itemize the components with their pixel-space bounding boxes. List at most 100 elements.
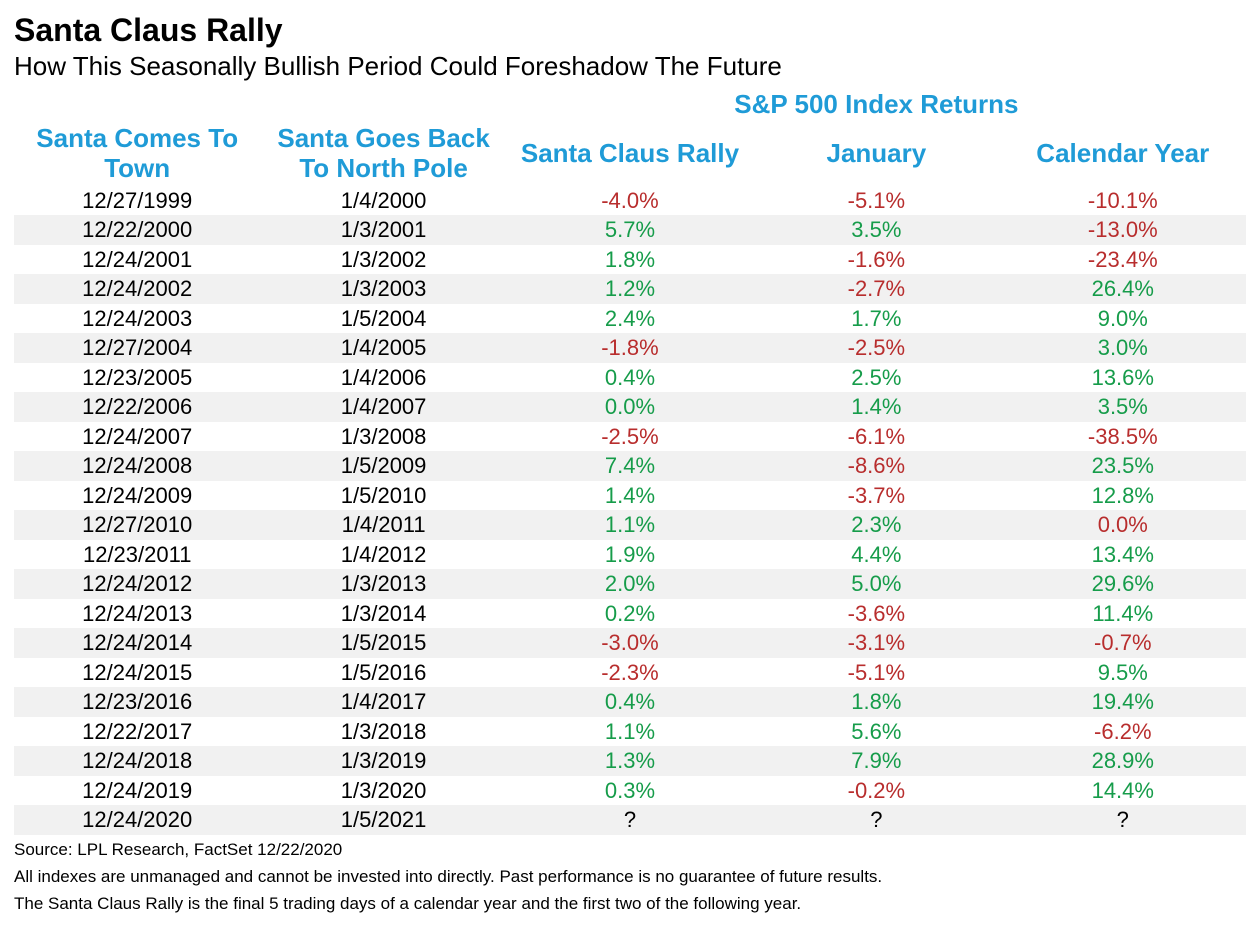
- table-cell: -2.7%: [753, 274, 999, 304]
- table-cell: 2.3%: [753, 510, 999, 540]
- table-cell: 1/3/2014: [260, 599, 506, 629]
- table-cell: 1/4/2005: [260, 333, 506, 363]
- table-cell: -38.5%: [1000, 422, 1246, 452]
- table-cell: 9.0%: [1000, 304, 1246, 334]
- col-header-january: January: [753, 122, 999, 186]
- footnote-definition: The Santa Claus Rally is the final 5 tra…: [14, 893, 1246, 916]
- table-cell: 5.7%: [507, 215, 753, 245]
- table-row: 12/24/20031/5/20042.4%1.7%9.0%: [14, 304, 1246, 334]
- table-cell: 1.8%: [507, 245, 753, 275]
- table-cell: -5.1%: [753, 658, 999, 688]
- col-header-rally: Santa Claus Rally: [507, 122, 753, 186]
- table-row: 12/24/20201/5/2021???: [14, 805, 1246, 835]
- table-cell: 14.4%: [1000, 776, 1246, 806]
- table-row: 12/23/20111/4/20121.9%4.4%13.4%: [14, 540, 1246, 570]
- table-row: 12/24/20021/3/20031.2%-2.7%26.4%: [14, 274, 1246, 304]
- footnote-source: Source: LPL Research, FactSet 12/22/2020: [14, 839, 1246, 862]
- table-cell: -0.2%: [753, 776, 999, 806]
- col-header-year: Calendar Year: [1000, 122, 1246, 186]
- table-cell: 1/4/2006: [260, 363, 506, 393]
- table-cell: 5.0%: [753, 569, 999, 599]
- table-cell: -2.3%: [507, 658, 753, 688]
- table-cell: 9.5%: [1000, 658, 1246, 688]
- table-cell: 1/3/2013: [260, 569, 506, 599]
- table-cell: 12/24/2015: [14, 658, 260, 688]
- table-cell: 12/24/2002: [14, 274, 260, 304]
- table-cell: 3.0%: [1000, 333, 1246, 363]
- table-cell: -1.6%: [753, 245, 999, 275]
- table-cell: 12/24/2001: [14, 245, 260, 275]
- table-cell: 0.0%: [1000, 510, 1246, 540]
- table-cell: 1/5/2016: [260, 658, 506, 688]
- table-cell: 1/3/2018: [260, 717, 506, 747]
- table-row: 12/22/20061/4/20070.0%1.4%3.5%: [14, 392, 1246, 422]
- table-cell: 2.5%: [753, 363, 999, 393]
- table-cell: 12/22/2017: [14, 717, 260, 747]
- table-row: 12/24/20141/5/2015-3.0%-3.1%-0.7%: [14, 628, 1246, 658]
- table-row: 12/23/20051/4/20060.4%2.5%13.6%: [14, 363, 1246, 393]
- table-row: 12/24/20151/5/2016-2.3%-5.1%9.5%: [14, 658, 1246, 688]
- table-cell: -3.7%: [753, 481, 999, 511]
- table-cell: 26.4%: [1000, 274, 1246, 304]
- table-cell: 12/24/2018: [14, 746, 260, 776]
- col-header-end: Santa Goes Back To North Pole: [260, 122, 506, 186]
- footnote-disclaimer: All indexes are unmanaged and cannot be …: [14, 866, 1246, 889]
- table-cell: 0.0%: [507, 392, 753, 422]
- table-cell: -0.7%: [1000, 628, 1246, 658]
- table-cell: 1/5/2010: [260, 481, 506, 511]
- table-cell: 23.5%: [1000, 451, 1246, 481]
- table-cell: 1.2%: [507, 274, 753, 304]
- table-cell: 1/4/2017: [260, 687, 506, 717]
- table-cell: 1/3/2002: [260, 245, 506, 275]
- table-cell: 12/24/2012: [14, 569, 260, 599]
- table-cell: -5.1%: [753, 186, 999, 216]
- table-cell: 0.3%: [507, 776, 753, 806]
- table-cell: 12/23/2005: [14, 363, 260, 393]
- col-header-start: Santa Comes To Town: [14, 122, 260, 186]
- table-cell: 12/24/2019: [14, 776, 260, 806]
- table-cell: 1.8%: [753, 687, 999, 717]
- table-cell: 1/5/2015: [260, 628, 506, 658]
- table-cell: 3.5%: [1000, 392, 1246, 422]
- table-cell: 0.4%: [507, 363, 753, 393]
- table-row: 12/27/20041/4/2005-1.8%-2.5%3.0%: [14, 333, 1246, 363]
- table-cell: 12/24/2008: [14, 451, 260, 481]
- table-cell: 19.4%: [1000, 687, 1246, 717]
- table-cell: -2.5%: [753, 333, 999, 363]
- table-header-row: Santa Comes To Town Santa Goes Back To N…: [14, 122, 1246, 186]
- table-cell: ?: [1000, 805, 1246, 835]
- table-cell: 1/4/2007: [260, 392, 506, 422]
- table-body: 12/27/19991/4/2000-4.0%-5.1%-10.1%12/22/…: [14, 186, 1246, 835]
- table-row: 12/24/20191/3/20200.3%-0.2%14.4%: [14, 776, 1246, 806]
- table-cell: 12/24/2013: [14, 599, 260, 629]
- table-cell: -23.4%: [1000, 245, 1246, 275]
- table-cell: ?: [753, 805, 999, 835]
- table-cell: 1/4/2011: [260, 510, 506, 540]
- table-cell: 0.2%: [507, 599, 753, 629]
- table-cell: 0.4%: [507, 687, 753, 717]
- table-row: 12/24/20011/3/20021.8%-1.6%-23.4%: [14, 245, 1246, 275]
- table-row: 12/27/20101/4/20111.1%2.3%0.0%: [14, 510, 1246, 540]
- table-cell: 5.6%: [753, 717, 999, 747]
- table-cell: 1.1%: [507, 510, 753, 540]
- table-row: 12/24/20131/3/20140.2%-3.6%11.4%: [14, 599, 1246, 629]
- table-cell: 12/22/2000: [14, 215, 260, 245]
- table-row: 12/22/20171/3/20181.1%5.6%-6.2%: [14, 717, 1246, 747]
- table-row: 12/23/20161/4/20170.4%1.8%19.4%: [14, 687, 1246, 717]
- table-cell: 1.9%: [507, 540, 753, 570]
- table-cell: 1/5/2021: [260, 805, 506, 835]
- table-cell: 1.7%: [753, 304, 999, 334]
- table-cell: 1.3%: [507, 746, 753, 776]
- table-row: 12/22/20001/3/20015.7%3.5%-13.0%: [14, 215, 1246, 245]
- page-subtitle: How This Seasonally Bullish Period Could…: [14, 51, 1246, 82]
- table-cell: 1/4/2012: [260, 540, 506, 570]
- table-cell: 12/24/2003: [14, 304, 260, 334]
- returns-table: S&P 500 Index Returns Santa Comes To Tow…: [14, 88, 1246, 835]
- table-cell: 1/3/2001: [260, 215, 506, 245]
- table-cell: 4.4%: [753, 540, 999, 570]
- table-cell: 1.4%: [507, 481, 753, 511]
- table-superheader: S&P 500 Index Returns: [507, 88, 1246, 122]
- table-cell: 2.0%: [507, 569, 753, 599]
- table-cell: 11.4%: [1000, 599, 1246, 629]
- table-cell: 3.5%: [753, 215, 999, 245]
